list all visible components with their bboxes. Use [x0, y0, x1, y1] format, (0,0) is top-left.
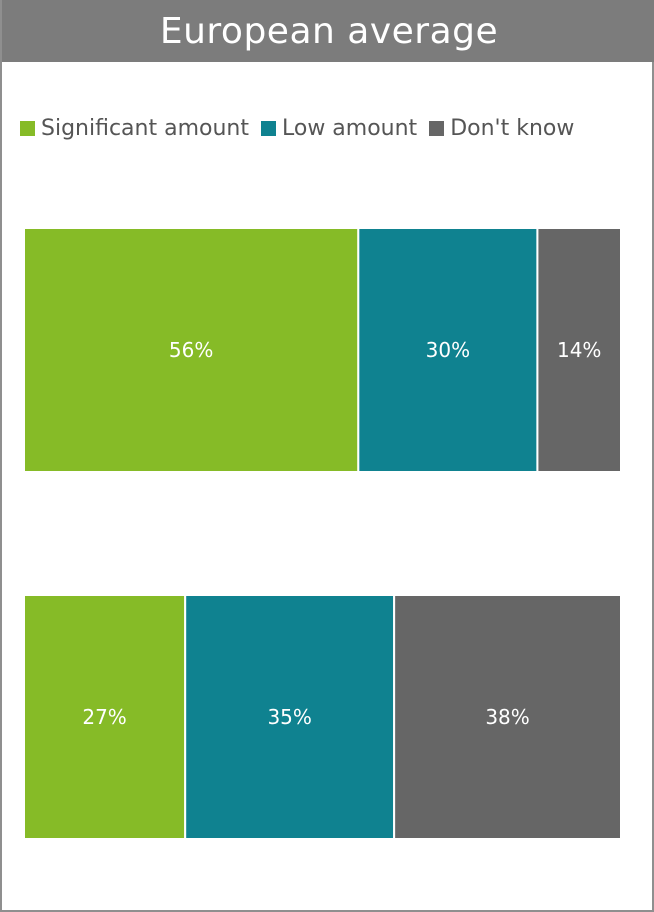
legend-label: Don't know — [450, 115, 575, 141]
square-swatch-icon — [429, 120, 445, 136]
data-label: 38% — [485, 705, 529, 729]
data-label: 56% — [169, 338, 213, 362]
legend: Significant amount Low amount Don't know — [20, 112, 574, 144]
bar-segment-low-amount — [184, 594, 396, 840]
bar-segment-significant-amount — [23, 227, 360, 473]
legend-label: Low amount — [281, 115, 418, 141]
title-bar: European average — [2, 0, 654, 62]
legend-item-significant-amount: Significant amount — [20, 116, 249, 141]
legend-item-low-amount: Low amount — [260, 115, 418, 141]
data-label: 27% — [82, 705, 126, 729]
square-swatch-icon — [20, 120, 35, 136]
data-label: 14% — [557, 338, 601, 362]
square-swatch-icon — [260, 120, 276, 136]
bar-segment-dont-know — [536, 227, 622, 473]
bar-segment-dont-know — [393, 594, 623, 840]
chart-title: European average — [159, 10, 499, 52]
legend-item-dont-know: Don't know — [429, 116, 574, 141]
bar-segment-low-amount — [357, 227, 539, 473]
legend-label: Significant amount — [41, 115, 249, 141]
data-label: 35% — [267, 705, 311, 729]
data-label: 30% — [426, 338, 470, 362]
